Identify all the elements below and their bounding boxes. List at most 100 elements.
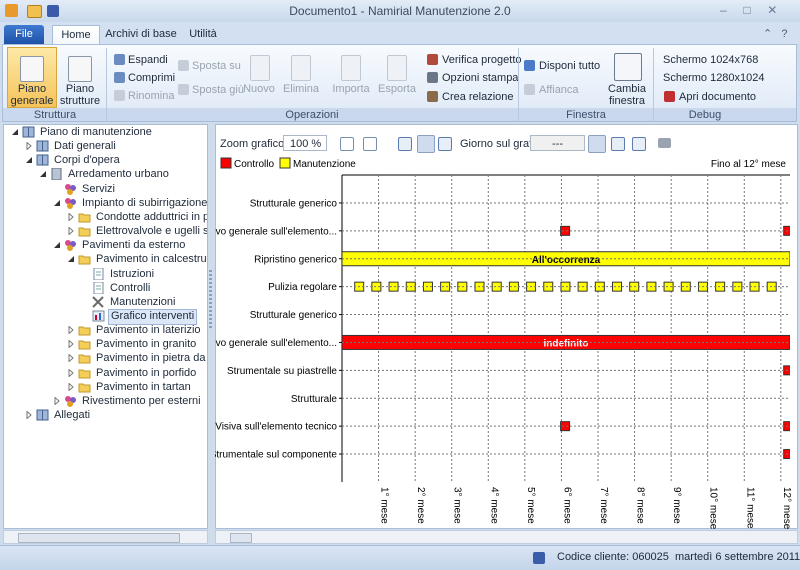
tree-node[interactable]: Servizi — [4, 182, 208, 196]
ribbon-button[interactable]: Espandi — [128, 54, 168, 66]
tab-row: File Home Archivi di base Utilità ⌃ ? — [0, 22, 800, 44]
ribbon-button[interactable]: Schermo 1024x768 — [663, 54, 758, 66]
expander[interactable] — [53, 397, 61, 405]
tree-node[interactable]: Rivestimento per esterni — [4, 394, 208, 408]
expander[interactable] — [11, 128, 19, 136]
tree-node[interactable]: Elettrovalvole e ugelli spruzzat — [4, 224, 208, 238]
h-scrollbar[interactable] — [3, 530, 208, 544]
tree-node[interactable]: Dati generali — [4, 139, 208, 153]
tree-label[interactable]: Pavimento in laterizio — [94, 323, 203, 337]
tree-label[interactable]: Manutenzioni — [108, 295, 177, 309]
expander[interactable] — [25, 142, 33, 150]
node-icon — [36, 409, 49, 421]
tree-node[interactable]: Pavimento in pietra da taglio — [4, 351, 208, 365]
tree-node[interactable]: Allegati — [4, 408, 208, 422]
scroll-thumb[interactable] — [230, 533, 252, 543]
tree-label[interactable]: Allegati — [52, 408, 92, 422]
ribbon-button[interactable]: Comprimi — [128, 72, 175, 84]
tree-node[interactable]: Grafico interventi — [4, 309, 208, 323]
ribbon-button: Esporta — [376, 83, 418, 95]
save-icon — [533, 552, 545, 564]
expander[interactable] — [67, 354, 75, 362]
tree-node[interactable]: Pavimento in laterizio — [4, 323, 208, 337]
splitter[interactable] — [209, 270, 212, 330]
expander[interactable] — [53, 199, 61, 207]
expander[interactable] — [67, 213, 75, 221]
bar-label: indefinito — [544, 338, 589, 349]
node-icon — [78, 225, 91, 237]
x-tick-label: 12° mese — [781, 487, 792, 529]
icon — [387, 55, 407, 81]
node-icon — [92, 268, 105, 280]
row-label: Strutturale — [291, 394, 338, 405]
expander[interactable] — [67, 340, 75, 348]
x-tick-label: 5° mese — [525, 487, 536, 524]
tree-label[interactable]: Rivestimento per esterni — [80, 394, 203, 408]
tree-node[interactable]: Impianto di subirrigazione — [4, 196, 208, 210]
ribbon-button[interactable]: Piano generale — [7, 83, 57, 107]
ribbon-controls[interactable]: ⌃ ? — [763, 27, 788, 40]
tab[interactable]: Home — [52, 25, 100, 45]
ribbon-button[interactable]: Schermo 1280x1024 — [663, 72, 765, 84]
expander[interactable] — [25, 411, 33, 419]
ribbon-button[interactable]: Apri documento — [679, 91, 756, 103]
tree-node[interactable]: Condotte adduttrici in polietilen — [4, 210, 208, 224]
event-marker — [784, 450, 793, 459]
tree-label[interactable]: Pavimento in granito — [94, 337, 198, 351]
h-scrollbar[interactable] — [215, 530, 798, 544]
ribbon-button[interactable]: Cambia finestra — [600, 83, 654, 107]
file-tab[interactable]: File — [4, 25, 44, 44]
tree-label[interactable]: Pavimento in calcestruzzo — [94, 252, 208, 266]
tree-node[interactable]: Corpi d'opera — [4, 153, 208, 167]
tree-node[interactable]: Pavimento in granito — [4, 337, 208, 351]
tree-label[interactable]: Condotte adduttrici in polietilen — [94, 210, 208, 224]
ribbon-button[interactable]: Verifica progetto — [442, 54, 522, 66]
ribbon-button[interactable]: Crea relazione — [442, 91, 514, 103]
status-bar: Codice cliente: 060025 martedì 6 settemb… — [0, 545, 800, 570]
tree-node[interactable]: Istruzioni — [4, 267, 208, 281]
tree-label[interactable]: Istruzioni — [108, 267, 156, 281]
tree-label[interactable]: Elettrovalvole e ugelli spruzzat — [94, 224, 208, 238]
separator — [653, 48, 654, 122]
tree-label[interactable]: Dati generali — [52, 139, 118, 153]
tree-node[interactable]: Controlli — [4, 281, 208, 295]
ribbon-button[interactable]: Disponi tutto — [539, 60, 600, 72]
tree-label[interactable]: Arredamento urbano — [66, 167, 171, 181]
tree-label[interactable]: Controlli — [108, 281, 152, 295]
ribbon-button: Nuovo — [240, 83, 278, 95]
window-controls[interactable]: – □ ✕ — [720, 3, 777, 17]
expander[interactable] — [67, 227, 75, 235]
scroll-thumb[interactable] — [18, 533, 180, 543]
ribbon-button[interactable]: Piano strutture — [58, 83, 102, 107]
expander[interactable] — [53, 241, 61, 249]
tree-label[interactable]: Pavimento in pietra da taglio — [94, 351, 208, 365]
expander[interactable] — [67, 383, 75, 391]
tree-label[interactable]: Pavimenti da esterno — [80, 238, 187, 252]
tab[interactable]: Utilità — [183, 25, 223, 44]
tree-node[interactable]: Pavimento in tartan — [4, 380, 208, 394]
tab[interactable]: Archivi di base — [102, 25, 180, 44]
expander[interactable] — [67, 255, 75, 263]
ribbon-button[interactable]: Opzioni stampa — [442, 72, 518, 84]
ribbon-button: Elimina — [282, 83, 320, 95]
expander[interactable] — [25, 156, 33, 164]
node-icon — [36, 154, 49, 166]
tree-node[interactable]: Pavimento in calcestruzzo — [4, 252, 208, 266]
tree-node[interactable]: Pavimento in porfido — [4, 366, 208, 380]
tree-label[interactable]: Corpi d'opera — [52, 153, 122, 167]
expander[interactable] — [67, 369, 75, 377]
tree-node[interactable]: Arredamento urbano — [4, 167, 208, 181]
title-bar: Documento1 - Namirial Manutenzione 2.0 –… — [0, 0, 800, 22]
tree-node[interactable]: Manutenzioni — [4, 295, 208, 309]
tree-label[interactable]: Pavimento in tartan — [94, 380, 193, 394]
tree-node[interactable]: Pavimenti da esterno — [4, 238, 208, 252]
expander[interactable] — [67, 326, 75, 334]
tree-node[interactable]: Piano di manutenzione — [4, 125, 208, 139]
tree-label[interactable]: Servizi — [80, 182, 117, 196]
tree-label[interactable]: Pavimento in porfido — [94, 366, 198, 380]
expander[interactable] — [39, 170, 47, 178]
tree-label[interactable]: Piano di manutenzione — [38, 125, 154, 139]
legend-swatch — [280, 158, 290, 168]
tree-label[interactable]: Impianto di subirrigazione — [80, 196, 208, 210]
